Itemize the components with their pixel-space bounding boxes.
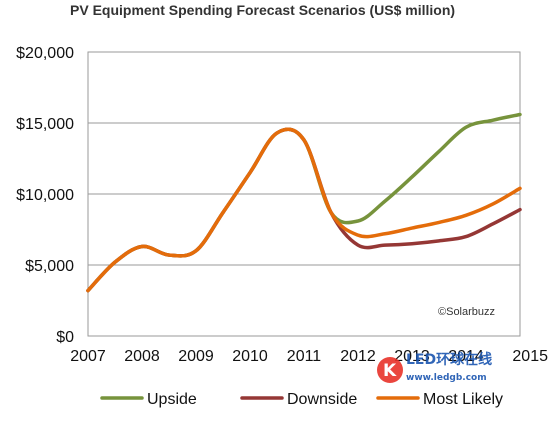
legend-label-most-likely: Most Likely: [423, 391, 503, 408]
chart-title: PV Equipment Spending Forecast Scenarios…: [70, 2, 456, 18]
watermark-logo: K LED环球在线 www.ledgb.com: [377, 351, 492, 383]
x-tick-label: 2012: [340, 348, 376, 365]
source-annotation: ©Solarbuzz: [438, 306, 495, 318]
plot-area-frame: [87, 51, 521, 337]
series-line-most-likely: [86, 127, 522, 293]
y-tick-label: $15,000: [16, 116, 74, 133]
y-tick-label: $5,000: [25, 258, 74, 275]
x-tick-label: 2014: [448, 348, 484, 365]
series-lines: [86, 112, 522, 293]
legend-label-downside: Downside: [287, 391, 357, 408]
x-tick-label: 2015: [512, 348, 548, 365]
x-axis-tick-labels: 2007 2008 2009 2010 2011 2012 2013 2014 2015: [70, 348, 548, 365]
x-tick-label: 2013: [394, 348, 430, 365]
gridlines: [88, 51, 520, 337]
x-tick-label: 2009: [178, 348, 214, 365]
series-line-downside: [86, 127, 522, 293]
legend: Upside Downside Most Likely: [100, 391, 503, 408]
y-tick-label: $10,000: [16, 187, 74, 204]
watermark-logo-circle: [377, 357, 403, 383]
x-tick-label: 2011: [287, 348, 322, 365]
y-axis-tick-labels: $0 $5,000 $10,000 $15,000 $20,000: [16, 45, 74, 346]
watermark-logo-letter: K: [383, 361, 397, 381]
y-tick-label: $20,000: [16, 45, 74, 62]
x-tick-label: 2007: [70, 348, 106, 365]
y-tick-label: $0: [56, 329, 74, 346]
x-tick-label: 2008: [124, 348, 160, 365]
watermark-brand-text: LED环球在线: [406, 351, 492, 368]
legend-label-upside: Upside: [147, 391, 197, 408]
x-tick-label: 2010: [232, 348, 268, 365]
watermark-url: www.ledgb.com: [406, 373, 487, 383]
